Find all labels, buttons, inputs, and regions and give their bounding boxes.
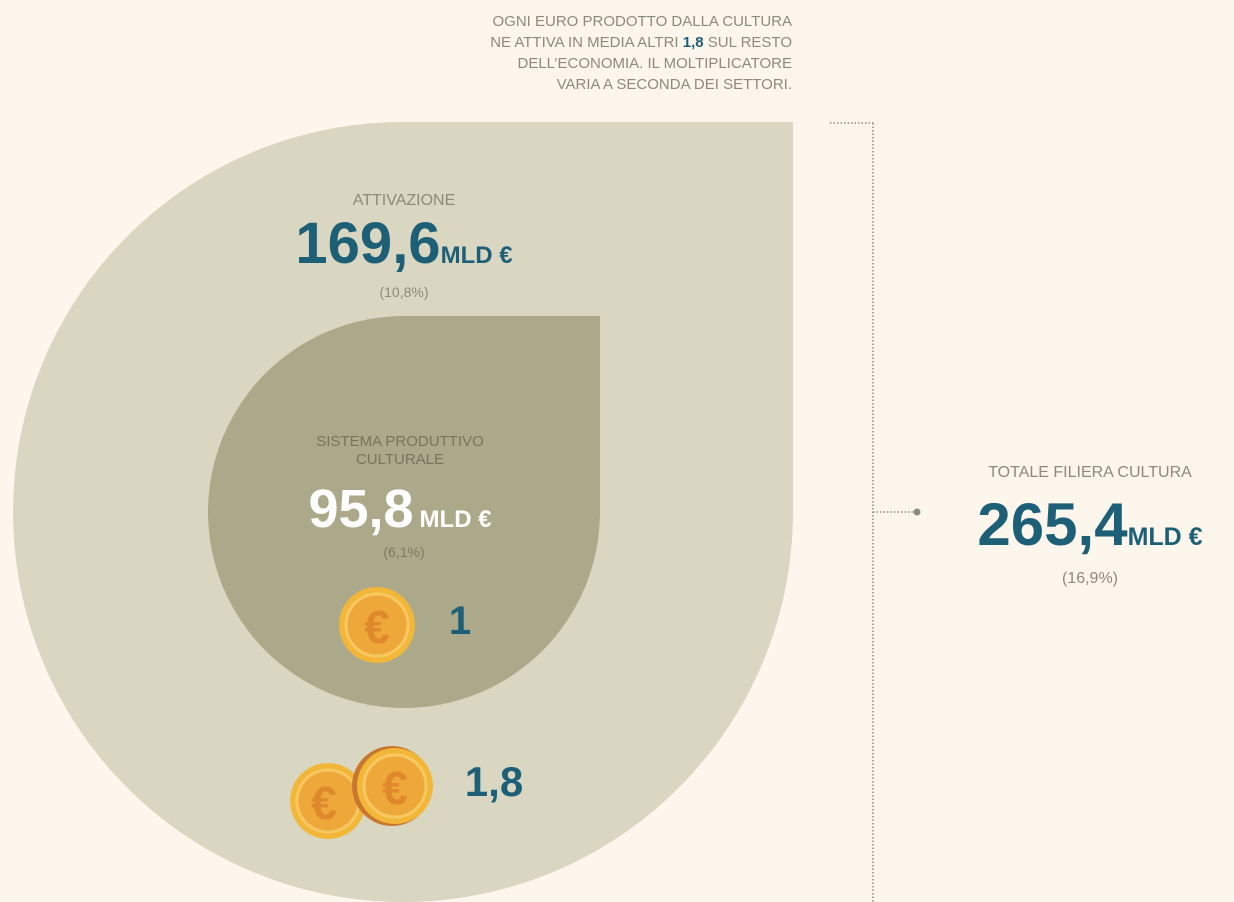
svg-text:€: € <box>364 601 390 653</box>
coin: € <box>339 587 415 663</box>
svg-text:€: € <box>382 762 408 814</box>
value: 265,4 <box>977 491 1128 558</box>
svg-text:€: € <box>311 777 337 829</box>
value: 169,6 <box>295 211 440 276</box>
sistema-share: (6,1%) <box>383 544 424 560</box>
bracket <box>830 122 915 902</box>
coin: € <box>290 763 366 839</box>
attivazione-label: ATTIVAZIONE <box>353 192 456 209</box>
intro-text: SUL RESTO <box>708 34 792 51</box>
intro-line: NE ATTIVA IN MEDIA ALTRI 1,8 SUL RESTO <box>490 34 792 51</box>
sistema-value: 95,8 MLD € <box>308 479 491 539</box>
totale-share: (16,9%) <box>1062 570 1118 587</box>
coin-label: 1,8 <box>465 758 523 805</box>
intro-highlight: 1,8 <box>683 34 704 51</box>
intro-line: DELL’ECONOMIA. IL MOLTIPLICATORE <box>517 55 792 72</box>
sistema-label: CULTURALE <box>356 451 444 468</box>
coin-label: 1 <box>449 599 471 643</box>
totale-label: TOTALE FILIERA CULTURA <box>988 464 1192 481</box>
unit: MLD € <box>1128 523 1203 551</box>
coin: € <box>352 746 433 826</box>
value: 95,8 <box>308 479 413 539</box>
attivazione-share: (10,8%) <box>379 284 428 300</box>
totale-value: 265,4MLD € <box>977 491 1202 558</box>
sistema-label: SISTEMA PRODUTTIVO <box>316 433 484 450</box>
unit: MLD € <box>420 506 492 533</box>
intro-line: VARIA A SECONDA DEI SETTORI. <box>557 76 792 93</box>
intro-text: NE ATTIVA IN MEDIA ALTRI <box>490 34 678 51</box>
unit: MLD € <box>441 242 513 269</box>
bracket-dot <box>913 508 921 516</box>
inner-drop <box>208 316 600 708</box>
attivazione-value: 169,6MLD € <box>295 211 512 276</box>
intro-line: OGNI EURO PRODOTTO DALLA CULTURA <box>493 13 793 30</box>
